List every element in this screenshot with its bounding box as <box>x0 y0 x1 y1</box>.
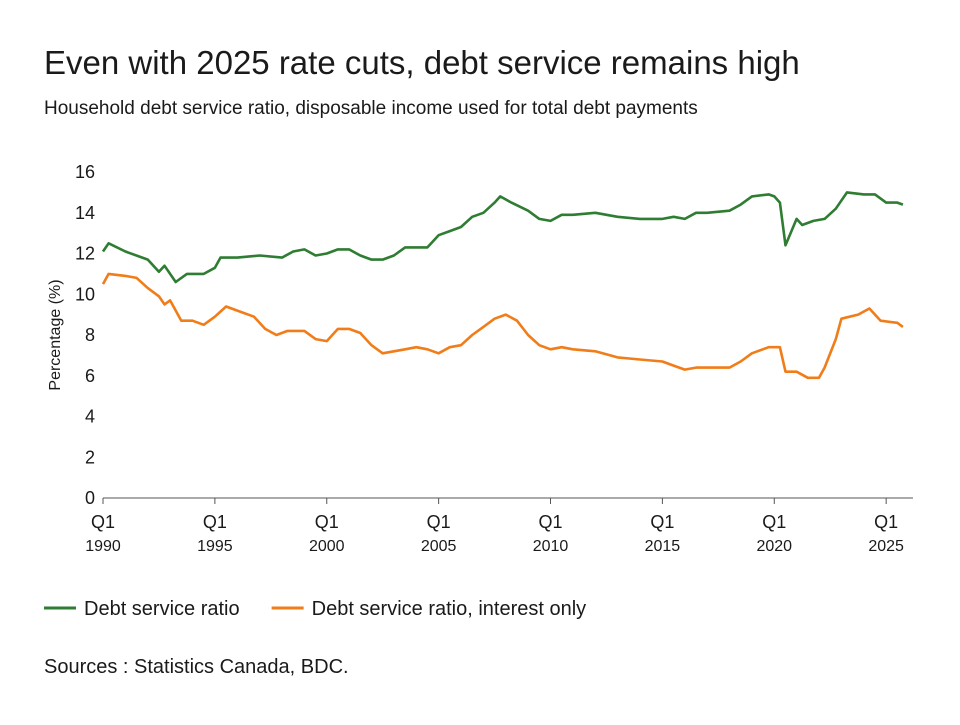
y-tick-label: 6 <box>85 366 95 386</box>
y-tick-label: 8 <box>85 325 95 345</box>
series-line <box>101 191 904 284</box>
x-tick-period: Q1 <box>539 512 563 532</box>
y-tick-label: 10 <box>75 284 95 304</box>
y-tick-label: 16 <box>75 162 95 182</box>
x-tick-label: 2010 <box>533 538 569 555</box>
source-note: Sources : Statistics Canada, BDC. <box>44 656 349 678</box>
x-tick-label: 2005 <box>421 538 457 555</box>
x-tick-label: 2020 <box>756 538 792 555</box>
y-tick-label: 12 <box>75 244 95 264</box>
y-axis-label: Percentage (%) <box>47 279 64 390</box>
x-tick-period: Q1 <box>315 512 339 532</box>
y-tick-label: 14 <box>75 203 95 223</box>
x-tick-label: 1990 <box>85 538 121 555</box>
legend-label: Debt service ratio, interest only <box>312 598 587 620</box>
chart-title: Even with 2025 rate cuts, debt service r… <box>44 44 800 81</box>
chart-subtitle: Household debt service ratio, disposable… <box>44 98 698 119</box>
x-tick-period: Q1 <box>874 512 898 532</box>
x-tick-label: 1995 <box>197 538 233 555</box>
x-tick-label: 2000 <box>309 538 345 555</box>
y-tick-label: 0 <box>85 488 95 508</box>
x-tick-label: 2025 <box>868 538 904 555</box>
y-tick-label: 4 <box>85 407 95 427</box>
y-tick-label: 2 <box>85 447 95 467</box>
x-tick-period: Q1 <box>91 512 115 532</box>
x-tick-period: Q1 <box>650 512 674 532</box>
series-line <box>101 272 904 380</box>
x-tick-period: Q1 <box>203 512 227 532</box>
x-tick-period: Q1 <box>762 512 786 532</box>
x-tick-period: Q1 <box>427 512 451 532</box>
legend-label: Debt service ratio <box>84 598 240 620</box>
x-tick-label: 2015 <box>645 538 681 555</box>
